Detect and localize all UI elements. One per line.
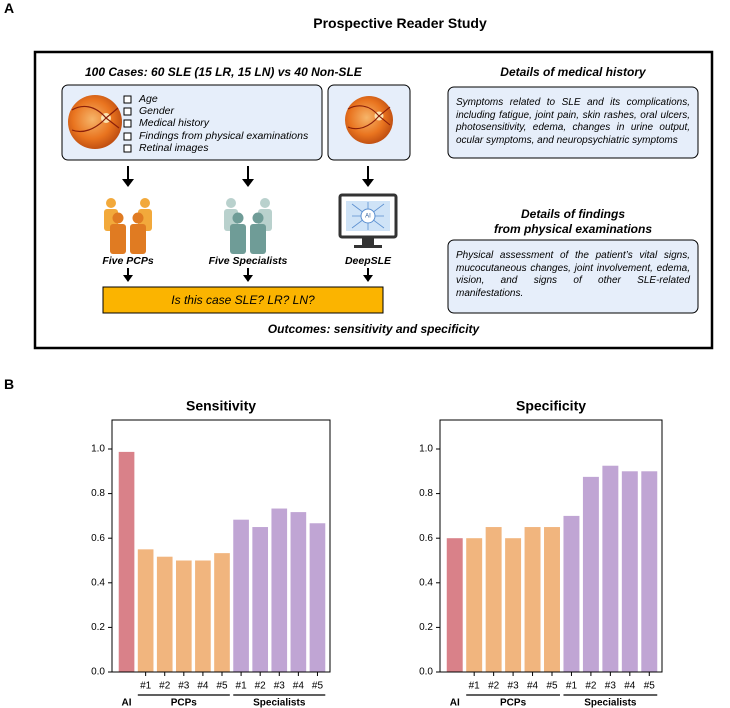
reader-label: DeepSLE — [344, 255, 392, 267]
group-label: PCPs — [500, 698, 527, 708]
bar — [485, 527, 502, 672]
y-tick-label: 0.0 — [419, 667, 433, 678]
x-tick-label: #3 — [274, 681, 286, 692]
panel-label: B — [4, 376, 15, 392]
y-tick-label: 0.2 — [91, 622, 105, 633]
history-box — [447, 86, 699, 159]
findings-text: Physical assessment of the patient’s vit… — [456, 250, 690, 299]
x-tick-label: #4 — [527, 681, 539, 692]
checklist-item: Gender — [139, 105, 175, 117]
history-heading: Details of medical history — [500, 65, 646, 79]
bar — [214, 553, 230, 672]
y-tick-label: 0.8 — [91, 488, 105, 499]
y-tick-label: 0.6 — [91, 533, 105, 544]
reader-label: Five PCPs — [102, 255, 154, 267]
x-tick-label: #5 — [644, 681, 656, 692]
question-box — [102, 286, 384, 314]
monitor-icon — [338, 193, 398, 248]
y-tick-label: 0.6 — [419, 533, 433, 544]
group-label: PCPs — [171, 698, 198, 708]
bar — [137, 549, 154, 672]
chart-title: Specificity — [516, 398, 586, 414]
bar — [118, 451, 135, 672]
y-tick-label: 0.2 — [419, 622, 433, 633]
findings-heading: from physical examinations — [493, 222, 653, 236]
bar — [233, 519, 249, 672]
x-tick-label: #2 — [159, 681, 171, 692]
y-tick-label: 1.0 — [91, 444, 105, 455]
cases-heading: 100 Cases: 60 SLE (15 LR, 15 LN) vs 40 N… — [85, 65, 362, 79]
arrows — [122, 166, 374, 282]
x-tick-label: #4 — [624, 681, 636, 692]
pcp-icon — [104, 198, 152, 254]
plot-frame — [111, 419, 331, 673]
monitor-badge: AI — [365, 214, 371, 220]
findings-heading: Details of findings — [520, 207, 625, 221]
chart-title: Sensitivity — [186, 398, 256, 414]
x-tick-label: #3 — [605, 681, 617, 692]
bar — [271, 508, 288, 672]
bar — [175, 560, 192, 672]
x-tick-label: #2 — [488, 681, 500, 692]
x-tick-label: #2 — [585, 681, 597, 692]
panel-label: A — [4, 0, 15, 16]
x-tick-label: #1 — [566, 681, 578, 692]
x-tick-label: #1 — [469, 681, 481, 692]
study-frame — [33, 50, 714, 350]
bar — [290, 512, 307, 672]
y-tick-label: 1.0 — [419, 444, 433, 455]
x-tick-label: #3 — [178, 681, 190, 692]
x-tick-label: #4 — [197, 681, 209, 692]
checklist-item: Retinal images — [139, 142, 209, 154]
bar — [505, 538, 522, 672]
bar — [156, 556, 173, 672]
y-tick-label: 0.4 — [91, 577, 105, 588]
group-label: Specialists — [253, 698, 306, 708]
x-tick-label: #2 — [255, 681, 267, 692]
bar — [563, 515, 580, 672]
checkboxes — [123, 95, 132, 153]
outcomes: Outcomes: sensitivity and specificity — [267, 322, 480, 336]
group-label: Specialists — [584, 698, 637, 708]
retina-image — [68, 95, 122, 149]
bar — [524, 527, 541, 672]
x-tick-label: #5 — [546, 681, 558, 692]
study-title: Prospective Reader Study — [313, 15, 487, 31]
y-tick-label: 0.0 — [91, 667, 105, 678]
bar — [466, 538, 483, 672]
y-tick-label: 0.8 — [419, 488, 433, 499]
checklist-item: Findings from physical examinations — [139, 130, 309, 142]
retina-image — [345, 96, 393, 144]
input-box — [61, 84, 323, 161]
question: Is this case SLE? LR? LN? — [171, 293, 315, 307]
bar — [252, 527, 269, 672]
y-tick-label: 0.4 — [419, 577, 433, 588]
bar — [602, 465, 619, 672]
bar — [621, 471, 638, 672]
reader-label: Five Specialists — [208, 255, 288, 267]
group-label: AI — [450, 698, 460, 708]
checklist-item: Medical history — [139, 117, 210, 129]
x-tick-label: #1 — [236, 681, 248, 692]
bar — [641, 471, 658, 672]
x-tick-label: #5 — [216, 681, 228, 692]
specialist-icon — [224, 198, 272, 254]
bar — [544, 527, 560, 672]
bar — [446, 538, 463, 672]
x-tick-label: #1 — [140, 681, 152, 692]
bar — [195, 560, 211, 672]
x-tick-label: #5 — [312, 681, 324, 692]
group-label: AI — [122, 698, 132, 708]
checklist-item: Age — [139, 93, 158, 105]
history-text: Symptoms related to SLE and its complica… — [456, 97, 690, 146]
x-tick-label: #4 — [293, 681, 305, 692]
bar — [309, 523, 326, 672]
plot-frame — [439, 419, 663, 673]
findings-box — [447, 239, 699, 314]
x-tick-label: #3 — [508, 681, 520, 692]
bar — [582, 476, 599, 672]
